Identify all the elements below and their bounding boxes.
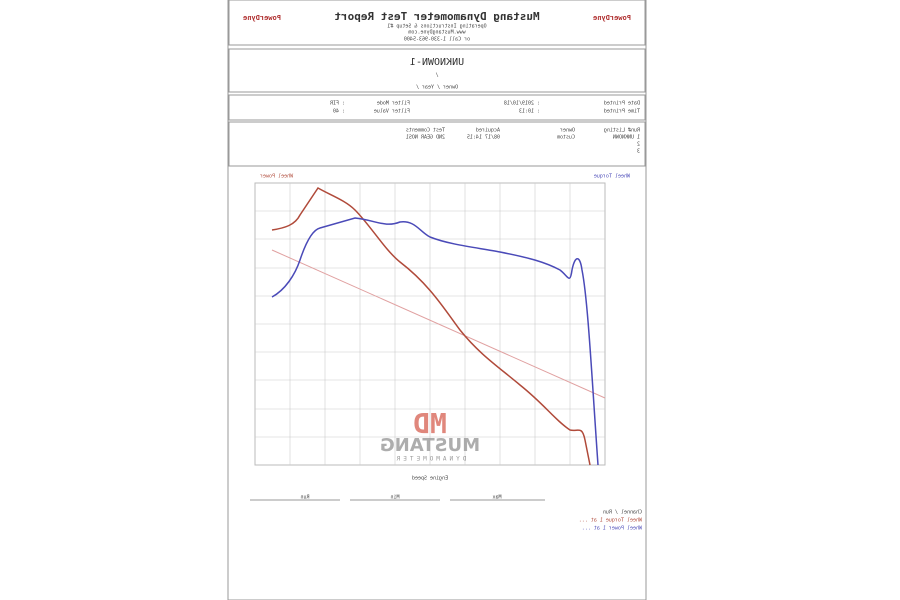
header-line: or Call 1-330-963-5400 — [404, 37, 470, 43]
watermark-logo: MD — [413, 407, 447, 440]
runs-header: Test Comments — [406, 128, 445, 134]
power-curve — [271, 217, 599, 466]
table-legend: Wheel Torque 1 at ... — [579, 518, 642, 524]
run-cell: 2 — [637, 142, 640, 148]
logo: PowerDyne — [593, 14, 631, 22]
watermark-name: MUSTANG — [380, 435, 480, 456]
info-label: Filter Mode — [377, 101, 410, 107]
axis-label: Engine Speed — [412, 476, 448, 482]
info-label: Date Printed — [604, 101, 640, 107]
report-name: UNKNOWN-1 — [410, 57, 464, 68]
grid — [254, 182, 606, 466]
report-line: Owner / Year / — [416, 85, 458, 91]
table-group: Run — [300, 495, 309, 501]
mirrored-content: Mustang Dynamometer Test Report Operatin… — [243, 10, 642, 532]
runs-header: Run# Listing — [604, 128, 640, 134]
info-value: : 10:13 — [519, 109, 540, 115]
logo: PowerDyne — [243, 14, 281, 22]
boxes — [228, 0, 646, 167]
runs-header: Owner — [560, 128, 575, 134]
run-cell: 08/17 14:15 — [467, 135, 500, 141]
axis-label: Wheel Torque — [594, 174, 630, 180]
table-legend: Wheel Power 1 at ... — [582, 526, 642, 532]
run-cell: 3 — [637, 149, 640, 155]
watermark-sub: DYNAMOMETER — [394, 456, 467, 463]
axis-label: Wheel Power — [260, 174, 293, 180]
header-line: Operating Instructions & Setup #1 — [387, 24, 486, 30]
table-group: Min — [390, 495, 399, 501]
info-label: Time Printed — [604, 109, 640, 115]
run-cell: 1 UNKNOWN — [613, 135, 640, 141]
header-line: www.MustangDyne.com — [408, 30, 465, 36]
table-legend: Channel / Run — [603, 510, 642, 516]
table-group: Max — [492, 495, 501, 501]
run-cell: Custom — [557, 135, 575, 141]
info-value: : FIR — [329, 101, 345, 107]
info-value: : 2019/10/18 — [504, 101, 540, 107]
info-value: : 40 — [333, 109, 345, 115]
runs-header: Acquired — [476, 128, 500, 134]
run-cell: 2ND GEAR NOS1 — [406, 135, 445, 141]
title: Mustang Dynamometer Test Report — [334, 10, 539, 23]
info-label: Filter Value — [374, 109, 410, 115]
reference-line — [271, 249, 606, 399]
report-line: / — [435, 73, 438, 79]
torque-curve — [271, 186, 591, 466]
